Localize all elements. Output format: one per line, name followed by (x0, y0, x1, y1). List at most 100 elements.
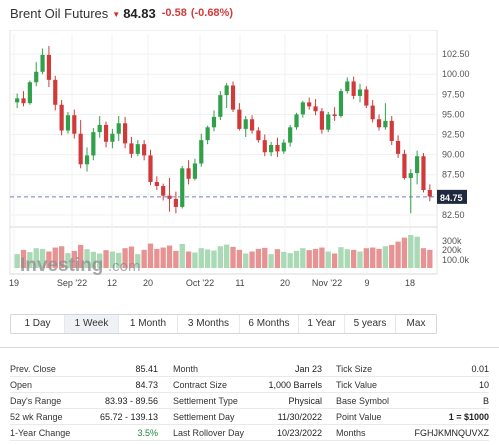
candle-body (269, 144, 274, 153)
volume-bar (46, 251, 52, 268)
stat-value: 0.01 (471, 364, 489, 374)
stat-value: Jan 23 (294, 364, 322, 374)
range-button-1-month[interactable]: 1 Month (119, 315, 178, 333)
volume-bar (90, 251, 97, 268)
volume-bar (274, 249, 281, 268)
volume-bar (287, 253, 293, 268)
candle-body (307, 102, 312, 107)
volume-bar (319, 247, 325, 268)
volume-bar (236, 249, 243, 268)
volume-bar (141, 249, 147, 268)
volume-bar (192, 252, 198, 268)
candle-body (415, 156, 420, 174)
volume-bar (27, 252, 33, 268)
range-button-3-months[interactable]: 3 Months (178, 315, 240, 333)
candle-body (281, 142, 286, 152)
volume-bar (52, 247, 58, 268)
stat-label: Open (10, 380, 33, 390)
candle-body (345, 81, 350, 92)
candle-body (313, 106, 318, 112)
candle-body (15, 98, 20, 103)
candle-body (84, 155, 90, 165)
stat-label: Settlement Type (173, 396, 238, 406)
candle-body (103, 124, 109, 142)
stat-label: Base Symbol (336, 396, 390, 406)
volume-bar (135, 254, 141, 268)
candle-body (427, 190, 432, 197)
volume-bar (65, 253, 71, 268)
volume-bar (344, 249, 350, 268)
volume-bar (204, 249, 211, 268)
candle-body (294, 114, 299, 128)
x-tick-label: Nov '22 (312, 278, 342, 288)
volume-bar (408, 235, 414, 268)
instrument-header: Brent Oil Futures ▼ 84.83 -0.58 (-0.68%) (10, 5, 233, 21)
stat-value: 85.41 (135, 364, 158, 374)
range-button-6-months[interactable]: 6 Months (240, 315, 299, 333)
stat-label: Tick Value (336, 380, 378, 390)
volume-bar (185, 251, 192, 268)
volume-bar (217, 246, 223, 268)
volume-bar (357, 251, 363, 268)
candle-body (262, 140, 267, 153)
candle-body (78, 133, 83, 165)
stat-label: Settlement Day (173, 412, 235, 422)
volume-bar (420, 248, 427, 268)
volume-bar (312, 248, 319, 268)
candle-body (300, 102, 305, 115)
range-button-1-day[interactable]: 1 Day (11, 315, 65, 333)
investing-watermark-suffix: .com (108, 258, 141, 275)
last-price: 84.83 (123, 5, 156, 21)
candle-body (161, 186, 166, 196)
candle-body (256, 130, 261, 141)
y-tick-label: 82.50 (442, 210, 465, 220)
range-button-1-year[interactable]: 1 Year (299, 315, 345, 333)
volume-bar (350, 249, 357, 268)
volume-tick-label: 300k (442, 236, 462, 246)
investing-watermark: Investing (20, 255, 103, 276)
candle-body (383, 120, 388, 128)
volume-bar (33, 248, 39, 268)
y-tick-label: 102.50 (442, 49, 470, 59)
stat-value: 11/30/2022 (277, 412, 322, 422)
volume-bar (160, 247, 166, 268)
volume-bar (293, 250, 300, 268)
price-chart[interactable]: 82.5085.0087.5090.0092.5095.0097.50100.0… (0, 30, 499, 292)
stat-value: 3.5% (137, 428, 158, 438)
volume-bar (39, 248, 46, 268)
candle-body (224, 85, 229, 96)
volume-bar (224, 244, 230, 268)
range-button-1-week[interactable]: 1 Week (65, 315, 119, 333)
volume-tick-label: 100.0k (442, 255, 470, 265)
price-change: -0.58 (161, 7, 187, 19)
x-tick-label: 20 (280, 278, 290, 288)
range-button-5-years[interactable]: 5 years (345, 315, 396, 333)
stat-label: Contract Size (173, 380, 228, 390)
volume-bar (338, 247, 344, 268)
y-tick-label: 90.00 (442, 150, 465, 160)
volume-bar (255, 248, 262, 268)
time-range-selector: 1 Day 1 Week 1 Month 3 Months 6 Months 1 Year… (10, 314, 437, 334)
x-tick-label: 12 (107, 278, 117, 288)
x-tick-label: Oct '22 (186, 278, 214, 288)
range-button-max[interactable]: Max (406, 318, 426, 329)
volume-bar (20, 249, 27, 268)
stats-row: 52 wk Range 65.72 - 139.13 Settlement Day 1… (10, 410, 489, 425)
instrument-title: Brent Oil Futures (10, 5, 109, 21)
candle-body (116, 123, 121, 134)
volume-bar (154, 248, 160, 268)
volume-bar (395, 241, 401, 268)
stat-label: 52 wk Range (10, 412, 63, 422)
price-change-percent: (-0.68%) (190, 7, 233, 19)
volume-bar (300, 248, 306, 268)
candle-body (34, 71, 39, 83)
y-tick-label: 87.50 (442, 170, 465, 180)
x-tick-label: 20 (143, 278, 153, 288)
stat-label: Tick Size (336, 364, 373, 374)
candle-body (192, 163, 198, 179)
candle-body (370, 105, 375, 120)
candle-body (21, 98, 26, 104)
volume-bar (71, 250, 77, 268)
candle-body (180, 168, 185, 207)
candle-body (395, 140, 401, 154)
